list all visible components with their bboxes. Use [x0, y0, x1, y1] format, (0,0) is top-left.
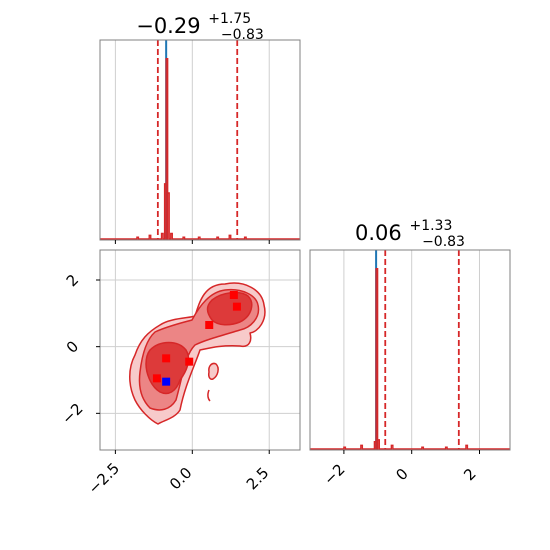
x-tick-label: 2 [460, 465, 479, 484]
x-tick-label: 2.5 [243, 464, 273, 494]
y-tick-label: −2 [58, 400, 86, 428]
x-tick-label: −2 [320, 460, 348, 488]
x-tick-label: −2.5 [85, 459, 123, 497]
x-ticks [114, 240, 270, 244]
sample-marker [229, 291, 238, 299]
title-value: 0.06 [355, 221, 402, 245]
plot-area [310, 250, 510, 450]
contour-island [208, 362, 219, 380]
panel-top-left-histogram: −0.29 +1.75 −0.83 [99, 4, 301, 244]
title-lower-error: −0.83 [422, 234, 465, 250]
sample-marker [205, 321, 214, 329]
title-lower-error: −0.83 [221, 27, 264, 43]
title-upper-error: +1.33 [409, 218, 452, 234]
sample-markers [152, 291, 241, 386]
plot-area [100, 40, 300, 240]
axis-ticks: −2 0 2 [320, 450, 480, 489]
sample-marker [162, 354, 171, 363]
sample-marker [232, 302, 241, 311]
contour-sliver [207, 389, 211, 402]
plot-frame [99, 39, 301, 241]
histogram-line [100, 57, 300, 240]
y-tick-label: 0 [63, 337, 82, 356]
histogram-line [310, 267, 510, 450]
sample-marker [152, 374, 161, 383]
title-upper-error: +1.75 [208, 11, 251, 27]
y-tick-label: 2 [63, 271, 82, 290]
grid-lines [114, 40, 270, 240]
x-tick-label: 0.0 [166, 464, 196, 494]
plot-frame [99, 249, 301, 451]
truth-marker [162, 377, 171, 386]
x-tick-label: 0 [392, 465, 411, 484]
histogram-trace [310, 267, 510, 450]
title-value: −0.29 [136, 14, 200, 38]
plot-frame [309, 249, 511, 451]
grid-lines [343, 250, 480, 450]
panel-bottom-left-contour: −2.5 0.0 2.5 −2 0 2 [58, 249, 301, 498]
panel-bottom-right-histogram: −2 0 2 0.06 +1.33 −0.83 [309, 211, 511, 489]
histogram-trace [100, 57, 300, 240]
contour-level-inner [145, 291, 253, 395]
panel-title: 0.06 +1.33 −0.83 [355, 211, 465, 250]
sample-marker [185, 357, 194, 366]
panel-title: −0.29 +1.75 −0.83 [136, 4, 264, 43]
